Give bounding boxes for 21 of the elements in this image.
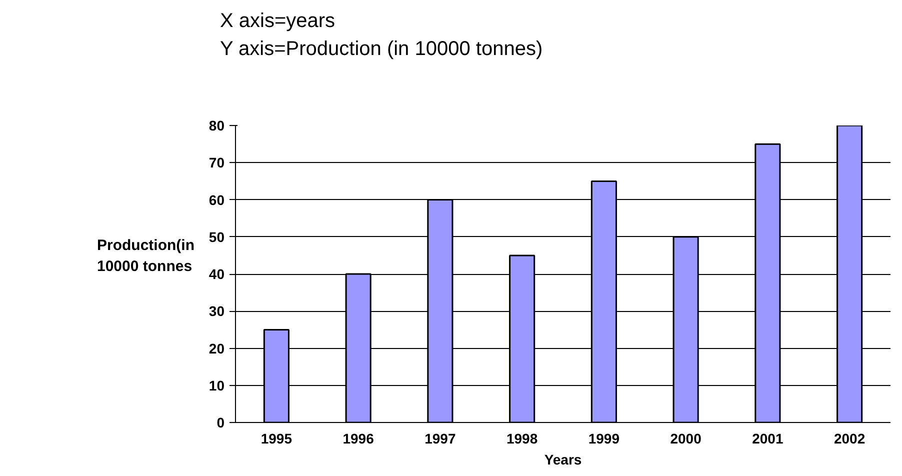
x-tick-label: 2000 bbox=[670, 430, 702, 446]
y-tick-label: 30 bbox=[208, 303, 225, 320]
y-tick-label: 70 bbox=[208, 154, 225, 171]
x-axis-title: Years bbox=[544, 452, 582, 468]
x-tick-label: 1996 bbox=[342, 430, 374, 446]
y-tick-label: 20 bbox=[208, 340, 225, 356]
text: X axis=years bbox=[220, 10, 336, 32]
y-tick-label: 10 bbox=[208, 377, 225, 394]
text: Y axis=Production (in 10000 tonnes) bbox=[220, 38, 543, 60]
x-tick-label: 2001 bbox=[752, 430, 784, 446]
y-tick-label: 40 bbox=[208, 266, 225, 282]
y-axis-title: Production(in 10000 tonnes bbox=[97, 236, 194, 278]
y-tick-label: 0 bbox=[216, 414, 225, 430]
x-tick-label: 2002 bbox=[834, 430, 866, 446]
y-tick-label: 80 bbox=[208, 118, 225, 134]
y-tick-label: 50 bbox=[208, 228, 225, 245]
x-tick-label: 1999 bbox=[588, 430, 620, 446]
x-tick-label: 1995 bbox=[260, 430, 292, 446]
y-tick-label: 60 bbox=[208, 192, 225, 208]
x-tick-label: 1997 bbox=[424, 430, 456, 446]
x-tick-label: 1998 bbox=[506, 430, 538, 446]
